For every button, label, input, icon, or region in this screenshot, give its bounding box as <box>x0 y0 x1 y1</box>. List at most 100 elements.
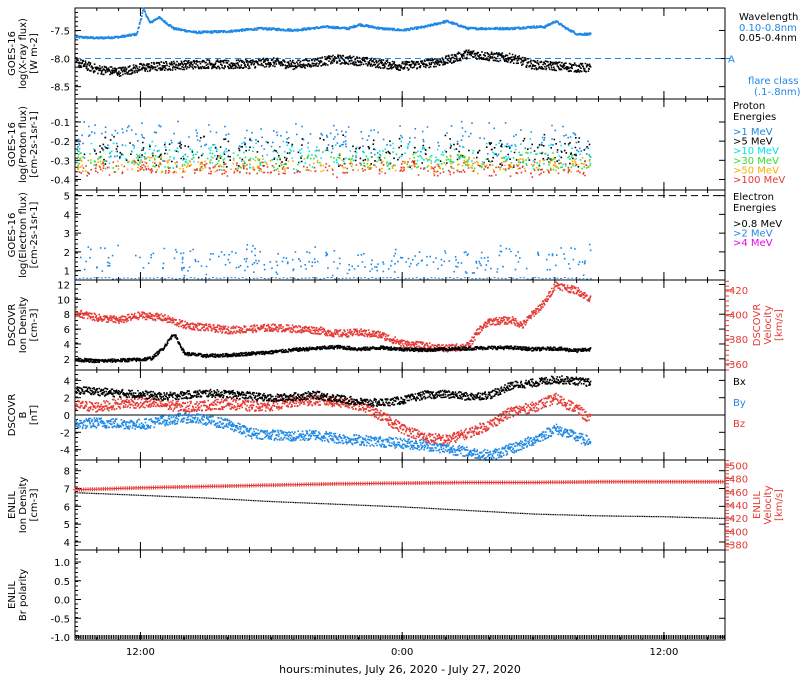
right-y-tick-label: 380 <box>729 335 748 346</box>
xray-short-series <box>75 49 592 77</box>
y-tick-label: 4 <box>64 210 70 221</box>
right-y-tick-label: 380 <box>729 541 748 552</box>
y-tick-label: 2 <box>64 355 70 366</box>
legend-entry: >10 MeV <box>733 146 779 157</box>
y-axis-label: ENLIL <box>7 491 18 519</box>
electron-baseline <box>75 277 592 280</box>
right-y-tick-label: 420 <box>729 286 748 297</box>
proton-series-6 <box>78 159 588 179</box>
dscovr-velocity-series <box>75 281 592 353</box>
legend-entry: >0.8 MeV <box>733 219 782 230</box>
legend-title: Energies <box>733 203 776 214</box>
right-y-tick-label: 500 <box>729 461 748 472</box>
y-tick-label: 8 <box>64 467 70 478</box>
y-axis-label: B <box>18 411 29 418</box>
legend-entry: >1 MeV <box>733 127 773 138</box>
panel-7: 1.0 0.5 0.0 -0.5 -1.0 ENLIL Br polarity 12:00 0:… <box>7 549 726 658</box>
right-y-tick-label: 400 <box>729 311 748 322</box>
y-tick-label: 0.0 <box>54 596 70 607</box>
y-axis-label: [cm-2s-1sr-1] <box>29 201 40 268</box>
panel-frame <box>74 7 726 100</box>
y-tick-label: -0.2 <box>50 137 70 148</box>
right-y-tick-label: 420 <box>729 514 748 525</box>
electron-series-2mev <box>80 243 592 277</box>
legend-entry: >4 MeV <box>733 238 773 249</box>
y-tick-label: -8.5 <box>50 83 70 94</box>
legend-entry: Bx <box>733 377 746 388</box>
legend-entry: By <box>733 398 746 409</box>
y-tick-label: -0.1 <box>50 118 70 129</box>
x-tick-label: 12:00 <box>126 647 155 658</box>
y-axis-label: GOES-16 <box>7 213 18 258</box>
y-axis-label: [cm-3] <box>29 488 40 521</box>
y-axis-label: Br polarity <box>18 569 29 621</box>
proton-series-5 <box>76 155 591 175</box>
b-series-Bx <box>75 375 592 407</box>
y-tick-label: 0 <box>64 411 70 422</box>
legend-title: Proton <box>733 101 765 112</box>
y-tick-label: 7 <box>64 485 70 496</box>
panel-1: -7.5 -8.0 -8.5 GOES-16 log(X-ray flux) [W m-2… <box>7 7 800 100</box>
right-y-axis-label: [km/s] <box>774 489 785 521</box>
y-tick-label: 1.0 <box>54 558 70 569</box>
x-tick-label: 0:00 <box>391 647 413 658</box>
y-tick-label: 4 <box>64 376 70 387</box>
legend-entry: >5 MeV <box>733 137 773 148</box>
y-tick-label: 6 <box>64 325 70 336</box>
enlil-velocity-series <box>73 479 725 492</box>
legend-title: Wavelength <box>739 12 798 23</box>
y-tick-label: -4 <box>60 446 70 457</box>
panel-5: 4 2 0 -2 -4 DSCOVR B [nT] Bx By Bz <box>7 369 746 461</box>
y-tick-label: -8.0 <box>50 55 70 66</box>
y-axis-label: GOES-16 <box>7 122 18 167</box>
right-y-tick-label: 360 <box>729 360 748 371</box>
enlil-br-polarity-series <box>74 635 725 639</box>
legend-title: Electron <box>733 192 774 203</box>
panel-frame <box>74 549 726 641</box>
legend-note: (.1-.8nm) <box>754 87 800 98</box>
y-tick-label: 2 <box>64 248 70 259</box>
y-tick-label: 0.5 <box>54 577 70 588</box>
panel-frame <box>74 279 726 371</box>
y-tick-label: -2 <box>60 428 70 439</box>
legend-entry: Bz <box>733 419 745 430</box>
b-series-By <box>75 411 592 461</box>
legend-entry: >30 MeV <box>733 156 779 167</box>
right-y-tick-label: 400 <box>729 527 748 538</box>
flare-class-a: A <box>728 55 735 66</box>
y-tick-label: 5 <box>64 192 70 203</box>
legend-title: Energies <box>733 112 776 123</box>
y-tick-label: -1.0 <box>50 633 70 644</box>
right-y-tick-label: 480 <box>729 475 748 486</box>
right-y-tick-label: 440 <box>729 501 748 512</box>
y-tick-label: 5 <box>64 520 70 531</box>
y-tick-label: 3 <box>64 229 70 240</box>
y-axis-label: [nT] <box>29 405 40 425</box>
y-tick-label: 4 <box>64 340 70 351</box>
legend-entry: 0.05-0.4nm <box>739 33 797 44</box>
panel-frame <box>74 189 726 281</box>
x-axis-label: hours:minutes, July 26, 2020 - July 27, … <box>279 663 521 676</box>
legend-entry: 0.10-0.8nm <box>739 23 797 34</box>
y-tick-label: 8 <box>64 310 70 321</box>
y-tick-label: 10 <box>57 295 70 306</box>
proton-series-1 <box>76 120 592 164</box>
y-axis-label: ENLIL <box>7 581 18 609</box>
y-axis-label: Ion Density <box>18 297 29 354</box>
y-axis-label: [cm-3] <box>29 308 40 341</box>
panel-frame <box>74 98 726 191</box>
xray-long-series <box>75 7 592 40</box>
right-y-axis-label: Velocity <box>763 305 774 344</box>
panel-frame <box>74 459 726 551</box>
y-axis-label: [cm-2s-1sr-1] <box>29 111 40 178</box>
y-axis-label: log(Proton flux) <box>18 106 29 183</box>
y-tick-label: 4 <box>64 538 70 549</box>
right-y-axis-label: DSCOVR <box>752 304 763 347</box>
y-axis-label: Ion Density <box>18 477 29 534</box>
b-series-Bz <box>75 392 592 445</box>
dscovr-density-series <box>75 334 592 364</box>
